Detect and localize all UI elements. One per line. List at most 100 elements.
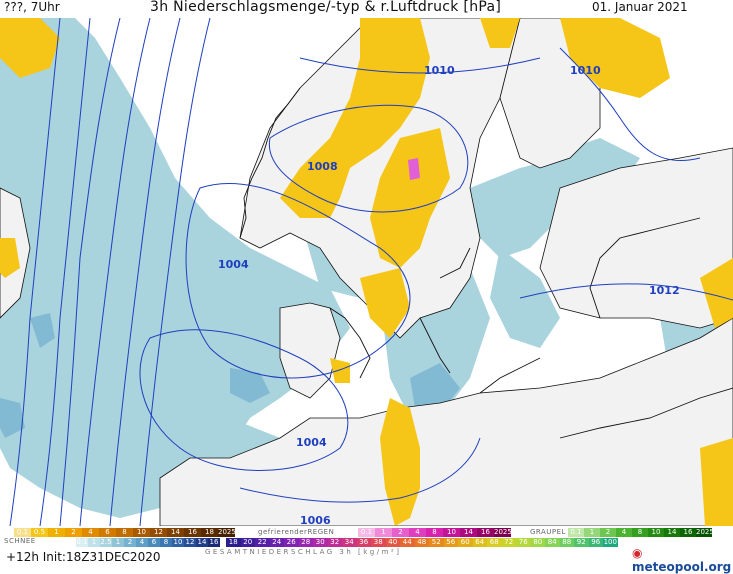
freezing-scale-cell: 2025+ — [494, 528, 511, 537]
rain-scale-cell: 18 — [201, 528, 218, 537]
rain-scale-cell: 2 — [65, 528, 82, 537]
meteopool-logo[interactable]: ◉ meteopool.org — [632, 546, 733, 574]
freezing-scale-cell: 0.1 — [358, 528, 375, 537]
isobar-label: 1004 — [296, 436, 327, 449]
snow-scale: 0.1 1 2.5 1 2 4 6 8 10 12 14 16 — [76, 538, 220, 547]
rain-scale-cell: 2025+ — [218, 528, 235, 537]
rain-scale-cell: 1 — [48, 528, 65, 537]
total-scale-cell: 52 — [429, 538, 444, 547]
total-scale-cell: 30 — [313, 538, 328, 547]
map-header: ???, 7Uhr 3h Niederschlagsmenge/-typ & r… — [0, 0, 733, 18]
freezing-scale-cell: 8 — [426, 528, 443, 537]
isobar-label: 1008 — [307, 160, 338, 173]
total-scale-cell: 76 — [516, 538, 531, 547]
total-scale-cell: 36 — [356, 538, 371, 547]
graupel-scale-cell: 4 — [616, 528, 632, 537]
rain-scale-cell: 10 — [133, 528, 150, 537]
graupel-scale-cell: 14 — [664, 528, 680, 537]
logo-mark-icon: ◉ — [632, 546, 643, 560]
isobar-label: 1004 — [218, 258, 249, 271]
rain-scale-cell: 12 — [150, 528, 167, 537]
rain-scale-cell: 6 — [99, 528, 116, 537]
snow-caption: SCHNEE — [4, 537, 36, 545]
snow-scale-cell: 10 — [172, 538, 184, 547]
freezing-scale-cell: 16 — [477, 528, 494, 537]
total-precip-caption: GESAMTNIEDERSCHLAG 3h [kg/m²] — [205, 548, 402, 556]
isobars — [9, 18, 733, 526]
freezing-scale-cell: 10 — [443, 528, 460, 537]
snow-scale-cell: 0.1 — [76, 538, 88, 547]
total-precip-scale: 18 20 22 24 26 28 30 32 34 36 38 40 44 48 52 56 60 64 68 72… — [226, 538, 618, 547]
total-scale-cell: 40 — [385, 538, 400, 547]
graupel-caption: GRAUPEL — [530, 528, 566, 536]
total-scale-cell: 68 — [487, 538, 502, 547]
total-scale-cell: 88 — [559, 538, 574, 547]
graupel-scale-cell: 0.1 — [568, 528, 584, 537]
snow-scale-cell: 12 — [184, 538, 196, 547]
isobar-label: 1010 — [570, 64, 601, 77]
rain-scale-cell: 0.1 — [14, 528, 31, 537]
total-scale-cell: 22 — [255, 538, 270, 547]
total-scale-cell: 24 — [269, 538, 284, 547]
rain-scale-cell: 0.5 — [31, 528, 48, 537]
total-scale-cell: 34 — [342, 538, 357, 547]
coastlines — [239, 87, 733, 439]
weather-map: 1010 1010 1008 1004 1012 1004 1006 — [0, 18, 733, 526]
total-scale-cell: 20 — [240, 538, 255, 547]
snow-scale-cell: 1 — [112, 538, 124, 547]
rain-scale-cell: 4 — [82, 528, 99, 537]
freezing-rain-area — [408, 158, 420, 180]
total-scale-cell: 56 — [443, 538, 458, 547]
total-scale-cell: 28 — [298, 538, 313, 547]
graupel-scale-cell: 2 — [600, 528, 616, 537]
freezing-scale-cell: 14 — [460, 528, 477, 537]
graupel-scale-cell: 1 — [584, 528, 600, 537]
snow-scale-cell: 2 — [124, 538, 136, 547]
snow-scale-cell: 2.5 — [100, 538, 112, 547]
freezing-caption: gefrierenderREGEN — [258, 528, 335, 536]
total-scale-cell: 84 — [545, 538, 560, 547]
total-scale-cell: 38 — [371, 538, 386, 547]
snow-scale-cell: 8 — [160, 538, 172, 547]
map-title: 3h Niederschlagsmenge/-typ & r.Luftdruck… — [150, 0, 502, 15]
logo-text: meteopool.org — [632, 560, 732, 574]
forecast-date: 01. Januar 2021 — [592, 0, 688, 14]
total-scale-cell: 48 — [414, 538, 429, 547]
snow-scale-cell: 4 — [136, 538, 148, 547]
total-scale-cell: 60 — [458, 538, 473, 547]
isobar-label: 1010 — [424, 64, 455, 77]
snow-scale-cell: 6 — [148, 538, 160, 547]
total-scale-cell: 80 — [530, 538, 545, 547]
total-scale-cell: 100 — [603, 538, 618, 547]
isobar-label: 1012 — [649, 284, 680, 297]
total-scale-cell: 64 — [472, 538, 487, 547]
total-scale-cell: 26 — [284, 538, 299, 547]
freezing-scale-cell: 2 — [392, 528, 409, 537]
total-scale-cell: 32 — [327, 538, 342, 547]
snow-scale-cell: 1 — [88, 538, 100, 547]
graupel-scale-cell: 10 — [648, 528, 664, 537]
total-scale-cell: 72 — [501, 538, 516, 547]
freezing-scale-cell: 4 — [409, 528, 426, 537]
rain-scale-cell: 14 — [167, 528, 184, 537]
freezing-scale-cell: 1 — [375, 528, 392, 537]
snow-scale-cell: 14 — [196, 538, 208, 547]
rain-area — [0, 18, 733, 526]
total-scale-cell: 96 — [588, 538, 603, 547]
graupel-scale-cell: 16 — [680, 528, 696, 537]
snow-scale-cell: 16 — [208, 538, 220, 547]
total-scale-cell: 44 — [400, 538, 415, 547]
isobar-labels: 1010 1010 1008 1004 1012 1004 1006 — [218, 64, 680, 526]
valid-time-label: ???, 7Uhr — [4, 0, 60, 14]
total-scale-cell: 18 — [226, 538, 241, 547]
total-scale-cell: 92 — [574, 538, 589, 547]
rain-scale-cell: 16 — [184, 528, 201, 537]
isobar-label: 1006 — [300, 514, 331, 526]
graupel-scale-cell: 8 — [632, 528, 648, 537]
graupel-scale-cell: 2025+ — [696, 528, 712, 537]
model-run-label: +12h Init:18Z31DEC2020 — [6, 550, 161, 564]
